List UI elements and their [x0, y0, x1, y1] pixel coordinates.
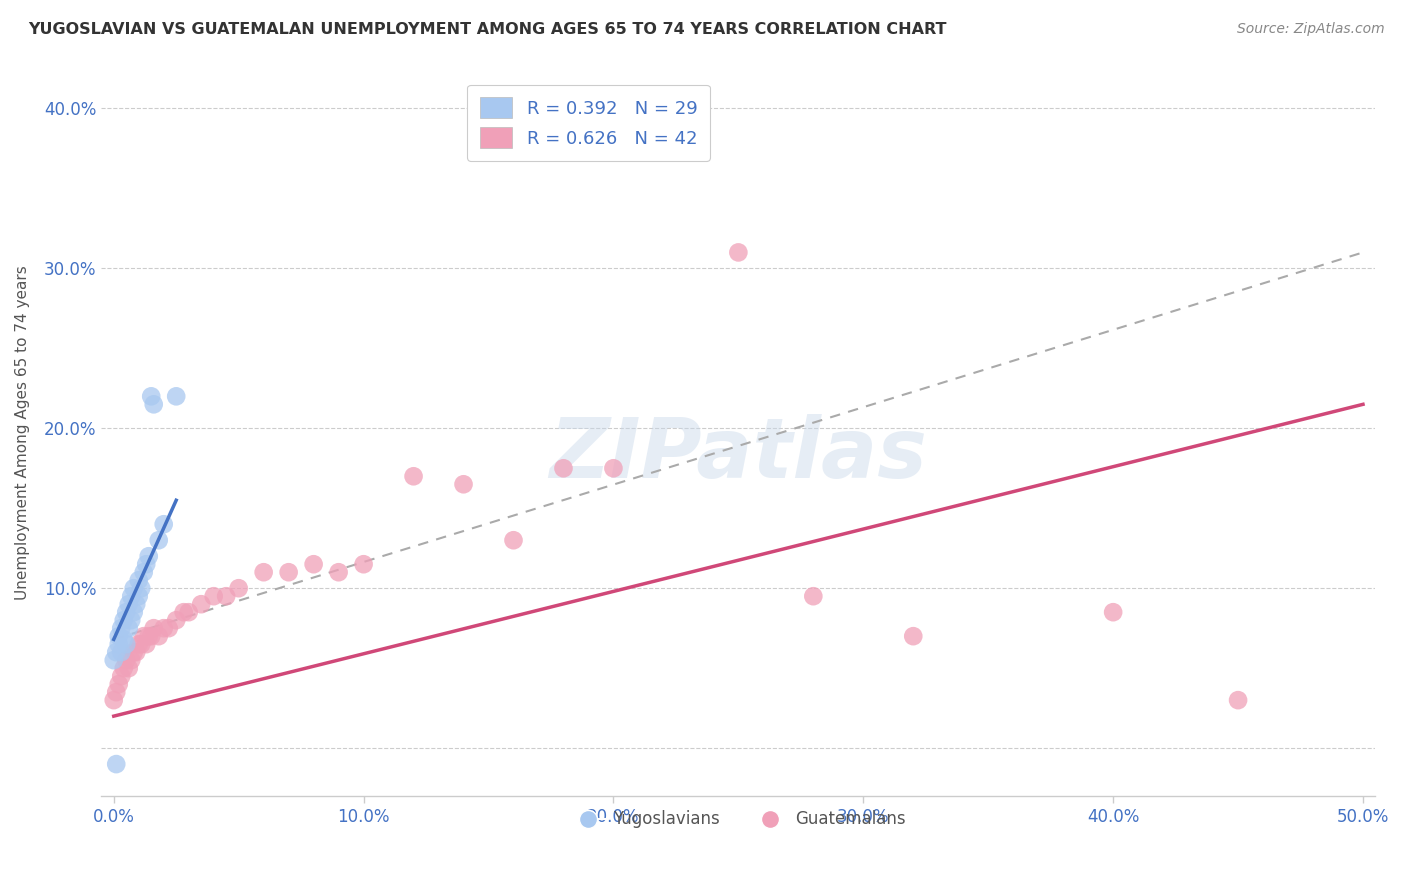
Point: [120, 589, 142, 603]
Point: [107, 637, 129, 651]
Point: [128, 589, 150, 603]
Point: [122, 581, 145, 595]
Point: [115, 605, 138, 619]
Point: [115, 637, 138, 651]
Point: [120, 613, 142, 627]
Point: [132, 566, 155, 580]
Point: [112, 661, 135, 675]
Point: [110, 669, 132, 683]
Point: [148, 629, 170, 643]
Point: [1227, 693, 1250, 707]
Point: [103, 653, 125, 667]
Point: [190, 597, 212, 611]
Point: [165, 389, 187, 403]
Point: [128, 637, 150, 651]
Point: [328, 566, 350, 580]
Point: [103, 693, 125, 707]
Point: [107, 629, 129, 643]
Y-axis label: Unemployment Among Ages 65 to 74 years: Unemployment Among Ages 65 to 74 years: [15, 265, 30, 599]
Point: [1102, 605, 1125, 619]
Point: [112, 613, 135, 627]
Point: [157, 621, 180, 635]
Point: [141, 389, 163, 403]
Legend: Yugoslavians, Guatemalans: Yugoslavians, Guatemalans: [565, 804, 912, 835]
Point: [138, 549, 160, 564]
Point: [142, 621, 165, 635]
Point: [903, 629, 925, 643]
Point: [253, 566, 276, 580]
Point: [453, 477, 475, 491]
Point: [138, 629, 160, 643]
Point: [118, 661, 141, 675]
Point: [277, 566, 299, 580]
Point: [120, 653, 142, 667]
Point: [727, 245, 749, 260]
Point: [142, 397, 165, 411]
Point: [152, 621, 174, 635]
Point: [129, 581, 152, 595]
Point: [177, 605, 200, 619]
Point: [105, 757, 128, 772]
Point: [112, 632, 135, 647]
Point: [141, 629, 163, 643]
Point: [553, 461, 575, 475]
Point: [105, 685, 128, 699]
Point: [105, 645, 128, 659]
Point: [801, 589, 824, 603]
Point: [148, 533, 170, 548]
Point: [165, 613, 187, 627]
Point: [118, 621, 141, 635]
Point: [135, 558, 157, 572]
Point: [110, 621, 132, 635]
Point: [152, 517, 174, 532]
Text: YUGOSLAVIAN VS GUATEMALAN UNEMPLOYMENT AMONG AGES 65 TO 74 YEARS CORRELATION CHA: YUGOSLAVIAN VS GUATEMALAN UNEMPLOYMENT A…: [28, 22, 946, 37]
Point: [110, 645, 132, 659]
Point: [402, 469, 425, 483]
Point: [502, 533, 524, 548]
Point: [228, 581, 250, 595]
Point: [353, 558, 375, 572]
Point: [129, 637, 152, 651]
Point: [118, 597, 141, 611]
Point: [602, 461, 624, 475]
Point: [125, 645, 148, 659]
Text: Source: ZipAtlas.com: Source: ZipAtlas.com: [1237, 22, 1385, 37]
Point: [115, 653, 138, 667]
Point: [125, 597, 148, 611]
Point: [107, 677, 129, 691]
Point: [128, 573, 150, 587]
Point: [122, 645, 145, 659]
Point: [122, 605, 145, 619]
Point: [173, 605, 195, 619]
Point: [202, 589, 225, 603]
Point: [135, 637, 157, 651]
Text: ZIPatlas: ZIPatlas: [550, 414, 928, 495]
Point: [215, 589, 238, 603]
Point: [302, 558, 325, 572]
Point: [132, 629, 155, 643]
